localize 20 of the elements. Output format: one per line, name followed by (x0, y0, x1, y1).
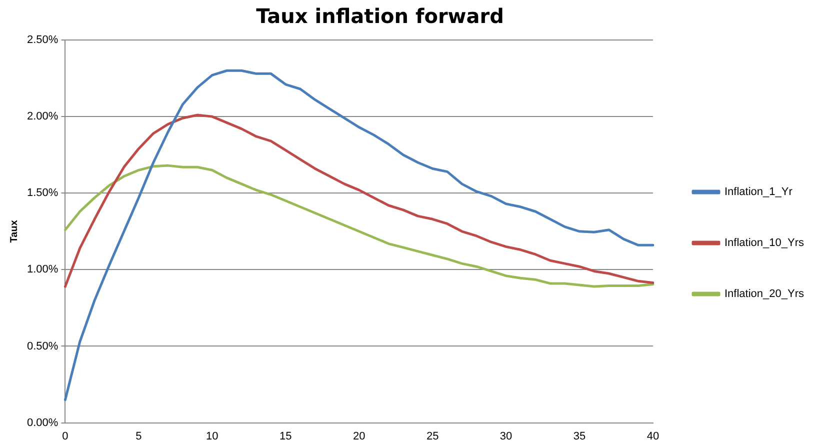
legend-label: Inflation_1_Yr (724, 186, 793, 198)
x-tick-label: 10 (206, 430, 218, 442)
x-tick-label: 20 (352, 430, 366, 442)
x-tick-label: 35 (573, 430, 586, 442)
x-tick-label: 25 (426, 430, 439, 442)
x-tick-label: 0 (62, 430, 68, 442)
chart-title: Taux inflation forward (256, 4, 504, 28)
x-tick-label: 15 (279, 430, 292, 442)
y-tick-label: 2.00% (26, 110, 58, 123)
y-tick-label: 1.50% (26, 187, 58, 200)
y-tick-label: 2.50% (26, 34, 58, 46)
x-tick-label: 5 (136, 430, 142, 442)
y-axis-title: Taux (8, 220, 20, 243)
y-tick-label: 0.00% (26, 416, 58, 429)
x-tick-label: 30 (500, 430, 512, 442)
legend-label: Inflation_10_Yrs (724, 237, 804, 250)
y-tick-label: 0.50% (26, 340, 58, 352)
legend-label: Inflation_20_Yrs (724, 288, 804, 300)
y-tick-label: 1.00% (26, 264, 58, 276)
x-tick-label: 40 (646, 430, 660, 442)
